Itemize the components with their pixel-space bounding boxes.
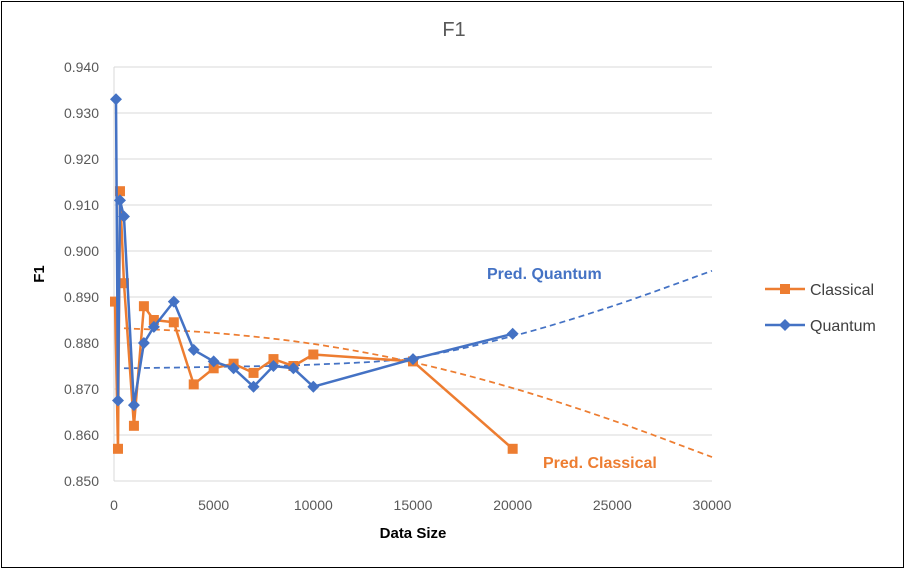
y-tick-label: 0.890 — [64, 289, 99, 305]
y-tick-label: 0.850 — [64, 473, 99, 489]
y-tick-label: 0.940 — [64, 59, 99, 75]
y-tick-label: 0.870 — [64, 381, 99, 397]
annotation-pred-quantum: Pred. Quantum — [487, 266, 602, 283]
x-tick-label: 15000 — [394, 497, 433, 513]
point-classical — [208, 363, 219, 374]
point-quantum — [207, 355, 220, 368]
axes — [113, 67, 712, 482]
point-classical — [248, 367, 259, 378]
legend-label-quantum: Quantum — [810, 318, 876, 335]
y-tick-label: 0.920 — [64, 151, 99, 167]
chart-title: F1 — [442, 19, 465, 41]
y-axis-label: F1 — [31, 265, 48, 283]
point-classical — [268, 354, 279, 365]
point-classical — [507, 443, 518, 454]
x-tick-label: 0 — [110, 497, 118, 513]
point-quantum — [109, 93, 122, 106]
point-classical — [168, 317, 179, 328]
point-classical — [109, 296, 120, 307]
y-tick-label: 0.880 — [64, 335, 99, 351]
point-quantum — [247, 380, 260, 393]
point-classical — [114, 186, 125, 197]
point-quantum — [187, 343, 200, 356]
y-tick-label: 0.900 — [64, 243, 99, 259]
x-tick-labels: 0 5000 10000 15000 20000 25000 30000 — [110, 497, 732, 513]
y-tick-labels: 0.850 0.860 0.870 0.880 0.890 0.900 0.910 0.920… — [64, 59, 99, 489]
point-classical — [128, 420, 139, 431]
x-tick-label: 30000 — [693, 497, 732, 513]
point-classical — [188, 379, 199, 390]
point-quantum — [506, 327, 519, 340]
point-quantum — [287, 362, 300, 375]
legend-marker-quantum — [779, 319, 791, 331]
trendline-pred-classical — [123, 327, 713, 458]
point-quantum — [167, 295, 180, 308]
point-classical — [138, 301, 149, 312]
y-tick-label: 0.930 — [64, 105, 99, 121]
x-tick-label: 20000 — [493, 497, 532, 513]
series-group — [109, 93, 519, 454]
x-axis-label: Data Size — [380, 525, 447, 542]
x-tick-label: 5000 — [198, 497, 229, 513]
point-quantum — [307, 380, 320, 393]
gridlines — [114, 66, 712, 436]
point-quantum — [117, 210, 130, 223]
annotation-pred-classical: Pred. Classical — [543, 455, 657, 472]
x-tick-label: 25000 — [593, 497, 632, 513]
point-quantum — [127, 399, 140, 412]
trend-annotations: Pred. Quantum Pred. Classical — [487, 266, 657, 472]
point-quantum — [137, 337, 150, 349]
point-classical — [118, 278, 129, 289]
legend: Classical Quantum — [765, 282, 876, 335]
legend-marker-classical — [780, 284, 790, 294]
trendline-pred-quantum — [123, 269, 713, 370]
legend-label-classical: Classical — [810, 282, 874, 299]
point-classical — [112, 443, 123, 454]
y-tick-label: 0.860 — [64, 427, 99, 443]
point-classical — [148, 315, 159, 325]
point-quantum — [267, 360, 280, 372]
x-tick-label: 10000 — [294, 497, 333, 513]
point-quantum — [147, 320, 160, 333]
point-quantum — [407, 353, 419, 366]
point-quantum — [113, 194, 126, 207]
point-classical — [308, 349, 319, 360]
point-quantum — [111, 394, 124, 407]
y-tick-label: 0.910 — [64, 197, 99, 213]
point-quantum — [227, 362, 240, 375]
